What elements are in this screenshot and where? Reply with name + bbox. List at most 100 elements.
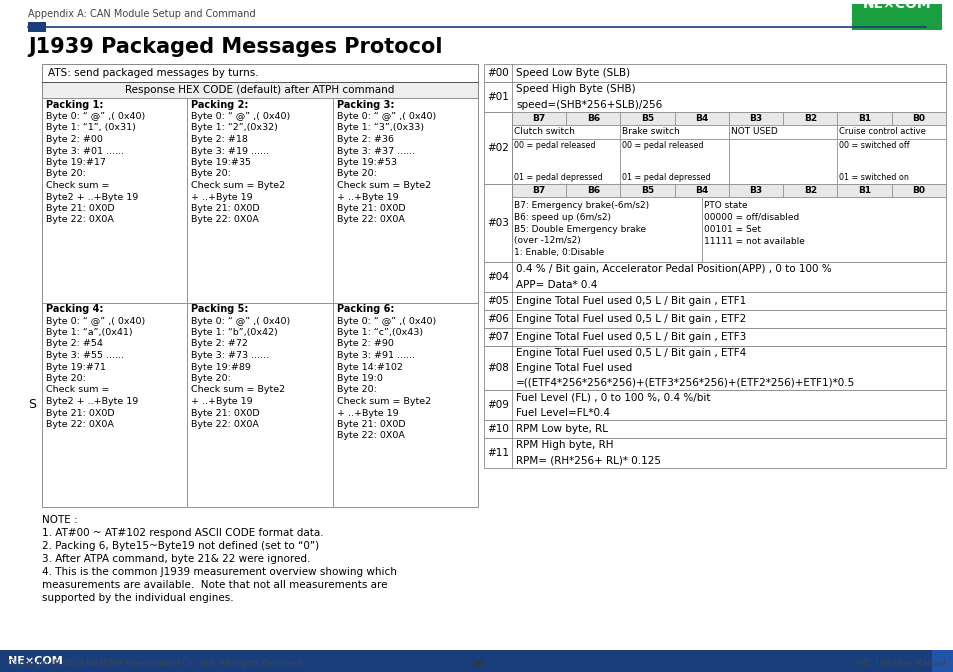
Bar: [483, 310, 945, 328]
Text: Byte 14:#102: Byte 14:#102: [336, 362, 402, 372]
Text: Byte2 + ..+Byte 19: Byte2 + ..+Byte 19: [46, 192, 138, 202]
Text: Check sum = Byte2: Check sum = Byte2: [336, 181, 431, 190]
Text: Byte 3: #73 ......: Byte 3: #73 ......: [192, 351, 269, 360]
Text: 0.4 % / Bit gain, Accelerator Pedal Position(APP) , 0 to 100 %: 0.4 % / Bit gain, Accelerator Pedal Posi…: [516, 265, 831, 274]
Text: 1. AT#00 ~ AT#102 respond ASCII CODE format data.: 1. AT#00 ~ AT#102 respond ASCII CODE for…: [42, 528, 323, 538]
Text: Byte 20:: Byte 20:: [192, 374, 231, 383]
Text: Check sum =: Check sum =: [46, 386, 110, 394]
Text: Engine Total Fuel used 0,5 L / Bit gain , ETF3: Engine Total Fuel used 0,5 L / Bit gain …: [516, 332, 745, 342]
Text: 01 = pedal depressed: 01 = pedal depressed: [622, 173, 710, 181]
Bar: [891, 184, 945, 197]
Text: Byte 0: “ @” ,( 0x40): Byte 0: “ @” ,( 0x40): [192, 112, 291, 121]
Text: Check sum = Byte2: Check sum = Byte2: [192, 386, 285, 394]
Text: Byte 1: “1”, (0x31): Byte 1: “1”, (0x31): [46, 124, 135, 132]
Text: Byte 21: 0X0D: Byte 21: 0X0D: [46, 409, 114, 417]
Text: Speed Low Byte (SLB): Speed Low Byte (SLB): [516, 68, 630, 78]
Text: Byte 1: “3”,(0x33): Byte 1: “3”,(0x33): [336, 124, 423, 132]
Bar: [187, 98, 333, 302]
Bar: [701, 197, 945, 262]
Text: Copyright © 2013 NEXCOM International Co., Ltd. All Rights Reserved.: Copyright © 2013 NEXCOM International Co…: [8, 659, 304, 669]
Text: #01: #01: [487, 92, 508, 102]
Bar: [28, 22, 46, 32]
Text: Byte 2: #54: Byte 2: #54: [46, 339, 103, 349]
Text: + ..+Byte 19: + ..+Byte 19: [192, 397, 253, 406]
Text: Byte 0: “ @” ,( 0x40): Byte 0: “ @” ,( 0x40): [192, 317, 291, 325]
Text: Byte 22: 0X0A: Byte 22: 0X0A: [336, 216, 404, 224]
Text: Fuel Level (FL) , 0 to 100 %, 0.4 %/bit: Fuel Level (FL) , 0 to 100 %, 0.4 %/bit: [516, 392, 710, 403]
Text: Byte 22: 0X0A: Byte 22: 0X0A: [336, 431, 404, 441]
Text: Byte 20:: Byte 20:: [46, 374, 86, 383]
Bar: [42, 82, 477, 98]
Text: + ..+Byte 19: + ..+Byte 19: [336, 409, 397, 417]
Text: Byte 2: #72: Byte 2: #72: [192, 339, 248, 349]
Text: Engine Total Fuel used: Engine Total Fuel used: [516, 363, 632, 373]
Bar: [566, 112, 619, 125]
Bar: [728, 112, 782, 125]
Text: ATS: send packaged messages by turns.: ATS: send packaged messages by turns.: [48, 68, 258, 78]
Text: B5: Double Emergency brake: B5: Double Emergency brake: [514, 224, 645, 233]
Text: Byte 22: 0X0A: Byte 22: 0X0A: [46, 420, 113, 429]
Text: Byte 22: 0X0A: Byte 22: 0X0A: [192, 216, 259, 224]
Text: 01 = pedal depressed: 01 = pedal depressed: [514, 173, 602, 181]
Text: B0: B0: [911, 114, 924, 123]
Text: PTO state: PTO state: [703, 200, 747, 210]
Bar: [619, 112, 674, 125]
Text: Byte 2: #36: Byte 2: #36: [336, 135, 394, 144]
Text: Byte 1: “2”,(0x32): Byte 1: “2”,(0x32): [192, 124, 278, 132]
Text: Packing 6:: Packing 6:: [336, 304, 394, 314]
Text: Byte 3: #19 ......: Byte 3: #19 ......: [192, 146, 269, 155]
Text: Packing 5:: Packing 5:: [192, 304, 249, 314]
Text: Check sum = Byte2: Check sum = Byte2: [192, 181, 285, 190]
Text: Byte 2: #18: Byte 2: #18: [192, 135, 248, 144]
Text: Byte 21: 0X0D: Byte 21: 0X0D: [336, 204, 405, 213]
Text: Byte 22: 0X0A: Byte 22: 0X0A: [192, 420, 259, 429]
Text: #07: #07: [487, 332, 508, 342]
Bar: [931, 650, 953, 672]
Bar: [483, 420, 945, 438]
Text: Clutch switch: Clutch switch: [514, 128, 575, 136]
Text: 4. This is the common J1939 measurement overview showing which: 4. This is the common J1939 measurement …: [42, 567, 396, 577]
Text: RPM Low byte, RL: RPM Low byte, RL: [516, 424, 607, 434]
Text: #06: #06: [487, 314, 508, 324]
Text: Brake switch: Brake switch: [622, 128, 679, 136]
Text: B3: B3: [749, 186, 761, 195]
Text: B1: B1: [857, 114, 870, 123]
Text: B3: B3: [749, 114, 761, 123]
Text: 00101 = Set: 00101 = Set: [703, 224, 760, 233]
Bar: [512, 197, 701, 262]
Text: Byte2 + ..+Byte 19: Byte2 + ..+Byte 19: [46, 397, 138, 406]
Bar: [483, 262, 945, 292]
Bar: [483, 112, 945, 184]
Text: 11111 = not available: 11111 = not available: [703, 237, 804, 245]
Text: Byte 19:#53: Byte 19:#53: [336, 158, 396, 167]
Text: Cruise control active: Cruise control active: [839, 128, 925, 136]
Bar: [851, 4, 941, 30]
Text: NOTE :: NOTE :: [42, 515, 77, 525]
Text: Byte 21: 0X0D: Byte 21: 0X0D: [192, 204, 259, 213]
Bar: [728, 184, 782, 197]
Text: Byte 1: “c”,(0x43): Byte 1: “c”,(0x43): [336, 328, 422, 337]
Text: Fuel Level=FL*0.4: Fuel Level=FL*0.4: [516, 407, 609, 417]
Text: Response HEX CODE (default) after ATPH command: Response HEX CODE (default) after ATPH c…: [125, 85, 395, 95]
Text: 2. Packing 6, Byte15~Byte19 not defined (set to “0”): 2. Packing 6, Byte15~Byte19 not defined …: [42, 541, 319, 551]
Text: B6: B6: [586, 186, 599, 195]
Text: Byte 20:: Byte 20:: [192, 169, 231, 179]
Text: Byte 0: “ @” ,( 0x40): Byte 0: “ @” ,( 0x40): [336, 317, 436, 325]
Text: Packing 1:: Packing 1:: [46, 100, 103, 110]
Text: B6: B6: [586, 114, 599, 123]
Text: 3. After ATPA command, byte 21& 22 were ignored.: 3. After ATPA command, byte 21& 22 were …: [42, 554, 310, 564]
Bar: [619, 125, 728, 139]
Text: J1939 Packaged Messages Protocol: J1939 Packaged Messages Protocol: [28, 37, 442, 57]
Text: #00: #00: [487, 68, 508, 78]
Text: Byte 20:: Byte 20:: [46, 169, 86, 179]
Bar: [566, 184, 619, 197]
Text: B5: B5: [640, 114, 654, 123]
Text: Byte 20:: Byte 20:: [336, 386, 376, 394]
Text: VTC 100 User Manual: VTC 100 User Manual: [856, 659, 945, 669]
Text: APP= Data* 0.4: APP= Data* 0.4: [516, 280, 597, 290]
Bar: [512, 112, 566, 125]
Text: NOT USED: NOT USED: [730, 128, 777, 136]
Text: Engine Total Fuel used 0,5 L / Bit gain , ETF1: Engine Total Fuel used 0,5 L / Bit gain …: [516, 296, 745, 306]
Text: =((ETF4*256*256*256)+(ETF3*256*256)+(ETF2*256)+ETF1)*0.5: =((ETF4*256*256*256)+(ETF3*256*256)+(ETF…: [516, 378, 854, 388]
Text: Check sum = Byte2: Check sum = Byte2: [336, 397, 431, 406]
